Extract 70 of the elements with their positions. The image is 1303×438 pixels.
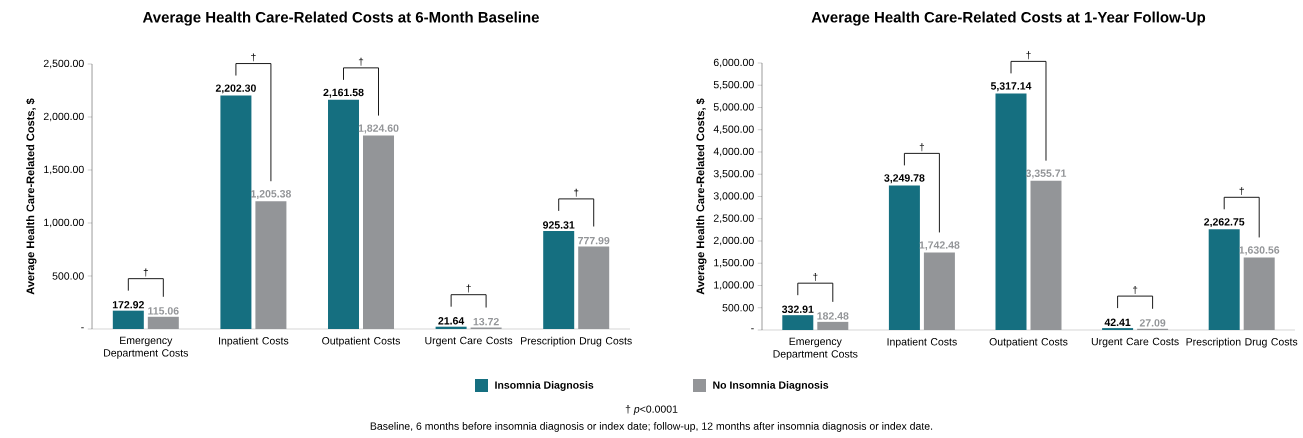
- data-label: 925.31: [543, 221, 575, 229]
- x-tick-label: Emergency Department Costs: [104, 336, 189, 359]
- bar: [220, 95, 252, 329]
- annotation: †: [466, 284, 471, 293]
- legend-label: Insomnia Diagnosis: [495, 381, 594, 391]
- y-axis-title: Average Health Care-Related Costs, $: [695, 98, 707, 295]
- data-label: 2,202.30: [215, 84, 256, 94]
- annotation: †: [358, 57, 364, 66]
- chart-title: Average Health Care-Related Costs at 6-Month Baseline: [142, 11, 539, 26]
- chart-title: Average Health Care-Related Costs at 1-Year Follow-Up: [811, 11, 1206, 26]
- data-label: 2,161.58: [323, 88, 364, 98]
- bar: [328, 99, 360, 329]
- x-tick-label: Prescription Drug Costs: [1186, 337, 1298, 348]
- y-tick-label: 5,500.00: [713, 80, 754, 90]
- y-tick-label: 4,500.00: [713, 125, 754, 135]
- data-label: 115.06: [148, 307, 179, 315]
- annotation: †: [143, 268, 148, 277]
- data-label: 5,317.14: [990, 82, 1032, 92]
- x-tick-label: Prescription Drug Costs: [521, 336, 632, 347]
- y-tick-label: 1,500.00: [714, 258, 754, 268]
- text: †: [1026, 51, 1031, 60]
- bar: [112, 310, 144, 329]
- y-tick-label: 3,500.00: [713, 169, 754, 179]
- data-label: 42.41: [1104, 318, 1131, 326]
- annotation: †: [919, 143, 925, 152]
- x-tick-label: Urgent Care Costs: [425, 336, 513, 347]
- y-tick-label: 2,500.00: [713, 214, 754, 224]
- annotation: †: [574, 188, 579, 197]
- x-tick-label: Inpatient Costs: [887, 337, 957, 348]
- y-tick-label: 1,000.00: [714, 281, 754, 290]
- bar: [543, 230, 575, 329]
- y-tick-label: 2,500.00: [43, 59, 84, 69]
- x-tick-label: Outpatient Costs: [989, 337, 1068, 348]
- annotation: †: [813, 273, 818, 281]
- y-tick-label: 500.00: [52, 272, 84, 280]
- data-label: 3,249.78: [884, 174, 925, 184]
- y-tick-label: 1,500.00: [44, 165, 84, 175]
- data-label: 2,262.75: [1204, 218, 1245, 228]
- y-tick-label: 2,000.00: [713, 236, 754, 246]
- y-tick-label: -: [751, 328, 754, 330]
- data-label: 777.99: [578, 236, 610, 245]
- bar: [1208, 229, 1240, 330]
- y-tick-label: 3,000.00: [713, 192, 754, 201]
- x-tick-label: Emergency Department Costs: [773, 337, 858, 360]
- text: Baseline, 6 months before insomnia diagnosis or index date; follow-up, 12 months after insomnia diagnosis or index date.: [370, 422, 933, 432]
- x-tick-label: Urgent Care Costs: [1091, 337, 1179, 348]
- data-label: 27.09: [1139, 319, 1166, 327]
- data-label: 182.48: [817, 312, 849, 320]
- text: †: [251, 53, 256, 62]
- annotation: †: [1132, 285, 1138, 294]
- y-axis-title: Average Health Care-Related Costs, $: [25, 98, 37, 295]
- data-label: 13.72: [473, 317, 499, 326]
- x-tick-label: Inpatient Costs: [219, 336, 289, 347]
- y-tick-label: 2,000.00: [43, 112, 84, 122]
- data-label: 172.92: [112, 301, 144, 309]
- y-tick-label: 500.00: [722, 304, 754, 312]
- bar: [995, 93, 1027, 330]
- y-tick-label: 6,000.00: [713, 58, 754, 68]
- annotation: †: [1239, 187, 1244, 196]
- y-tick-label: 4,000.00: [713, 147, 754, 157]
- y-tick-label: -: [81, 327, 84, 329]
- text: † p<0.0001: [625, 405, 678, 415]
- data-label: 332.91: [781, 305, 814, 313]
- legend-label: No Insomnia Diagnosis: [713, 381, 829, 391]
- x-tick-label: Outpatient Costs: [322, 336, 401, 347]
- y-tick-label: 1,000.00: [44, 218, 84, 228]
- y-tick-label: 5,000.00: [713, 103, 754, 112]
- data-label: 21.64: [438, 317, 465, 325]
- bar: [782, 315, 814, 330]
- bar: [888, 185, 920, 330]
